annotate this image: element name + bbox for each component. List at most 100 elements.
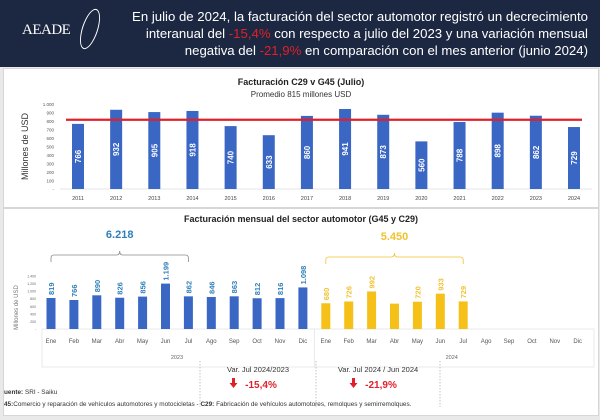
month-label: Jul: [185, 339, 193, 345]
month-label: Dic: [573, 339, 582, 345]
bar-2023-Ene: [46, 297, 56, 329]
x-tick-label: 2013: [148, 196, 160, 202]
bar-value-label: 729: [570, 151, 579, 165]
month-label: Ene: [46, 339, 57, 345]
x-tick-label: 2011: [72, 196, 84, 202]
x-tick-label: 2018: [339, 196, 351, 202]
bar-2023-Dic: [298, 287, 308, 329]
bar-value-label: 918: [188, 143, 197, 157]
bar-2024-Feb: [344, 301, 354, 329]
y-tick-label: 600: [30, 305, 36, 309]
y-axis-label: Millones de USD: [14, 284, 20, 329]
y-tick-label: 200: [46, 170, 54, 175]
bar-2016: [262, 135, 275, 189]
bar-value-label: 890: [93, 280, 102, 293]
monthly-chart: Facturación mensual del sector automotor…: [14, 214, 595, 407]
bar-2023: [529, 115, 542, 189]
x-tick-label: 2021: [453, 196, 465, 202]
month-label: Ago: [206, 339, 217, 345]
y-tick-label: 1.200: [27, 282, 36, 286]
month-label: Sep: [504, 339, 515, 345]
bar-2013: [148, 112, 161, 189]
y-tick-label: 100: [46, 179, 54, 184]
bar-2023-May: [138, 296, 148, 329]
definitions-note: 45:Comercio y reparación de vehículos au…: [4, 401, 412, 408]
down-arrow-icon: [229, 378, 238, 388]
bar-value-label: 992: [368, 276, 377, 289]
year-label: 2024: [446, 355, 458, 361]
y-tick-label: 500: [46, 145, 54, 150]
bar-2023-Mar: [92, 295, 102, 329]
bar-value-label: 766: [70, 284, 79, 297]
month-label: Feb: [344, 339, 355, 345]
month-label: Ene: [320, 339, 331, 345]
chart-title: Facturación C29 v G45 (Julio): [238, 77, 365, 87]
chart-title: Facturación mensual del sector automotor…: [184, 214, 418, 224]
bar-value-label: 1.199: [162, 262, 171, 281]
bar-2024-Mar: [367, 291, 377, 329]
monthly-chart-panel: Facturación mensual del sector automotor…: [3, 208, 599, 416]
bar-value-label: 863: [230, 281, 239, 294]
bar-value-label: 560: [417, 158, 426, 172]
year-label: 2023: [171, 355, 183, 361]
bar-value-label: 860: [303, 145, 312, 159]
y-tick-label: -: [53, 187, 55, 192]
y-tick-label: 1.000: [27, 290, 36, 294]
bar-2023-Sep: [229, 296, 239, 329]
bar-value-label: 898: [494, 144, 503, 158]
variation-label: Var. Jul 2024 / Jun 2024: [338, 365, 418, 374]
bar-2024-Jun: [435, 293, 445, 329]
bar-value-label: 816: [276, 283, 285, 296]
bar-2023-Jun: [161, 283, 170, 329]
month-label: Oct: [252, 339, 262, 345]
bar-2017: [300, 115, 313, 189]
y-tick-label: 600: [46, 136, 54, 141]
source-note: uente: SRI - Saiku: [4, 389, 58, 396]
headline: En julio de 2024, la facturación del sec…: [132, 9, 588, 58]
month-label: Jun: [435, 339, 445, 345]
y-tick-label: 1.400: [27, 275, 36, 279]
x-tick-label: 2024: [568, 196, 580, 202]
bar-value-label: 826: [116, 282, 125, 295]
y-tick-label: 400: [30, 312, 36, 316]
variation-value: -21,9%: [365, 380, 397, 391]
bar-value-label: 729: [459, 286, 468, 299]
bar-value-label: 1.098: [299, 266, 308, 285]
variation-label: Var. Jul 2024/2023: [227, 365, 289, 374]
bar-2011: [72, 123, 84, 189]
variation-value: -15,4%: [245, 380, 277, 391]
month-label: Nov: [549, 339, 560, 345]
month-label: May: [412, 339, 423, 345]
y-tick-label: 800: [46, 119, 54, 124]
bar-2023-Jul: [183, 296, 193, 329]
brace-total-label: 6.218: [106, 229, 134, 241]
month-label: Mar: [366, 339, 376, 345]
x-tick-label: 2023: [530, 196, 542, 202]
bar-value-label: 680: [322, 288, 331, 301]
month-label: Dic: [299, 339, 308, 345]
month-label: Feb: [69, 339, 80, 345]
x-tick-label: 2012: [110, 196, 122, 202]
x-tick-label: 2016: [263, 196, 275, 202]
yoy-highlight: -15,4%: [228, 26, 271, 41]
logo-ring-icon: [75, 6, 105, 52]
bar-2023-Oct: [252, 298, 262, 329]
bar-2023-Feb: [69, 300, 79, 329]
y-tick-label: 300: [46, 162, 54, 167]
bar-2024: [568, 127, 580, 189]
bar-value-label: 862: [184, 281, 193, 294]
y-tick-label: -: [35, 328, 37, 332]
month-label: Sep: [229, 339, 240, 345]
bar-2024-Ene: [321, 303, 331, 329]
brace: [50, 250, 189, 262]
annual-chart-panel: Facturación C29 v G45 (Julio) Promedio 81…: [3, 68, 599, 208]
bar-value-label: 720: [413, 286, 422, 299]
chart-subtitle: Promedio 815 millones USD: [251, 90, 352, 99]
bar-value-label: 740: [227, 150, 236, 164]
month-label: Nov: [275, 339, 286, 345]
bar-2015: [224, 126, 237, 189]
x-tick-label: 2017: [301, 196, 313, 202]
bar-value-label: 633: [265, 155, 274, 169]
bar-2023-Abr: [115, 297, 125, 329]
bar-value-label: 873: [379, 145, 388, 159]
